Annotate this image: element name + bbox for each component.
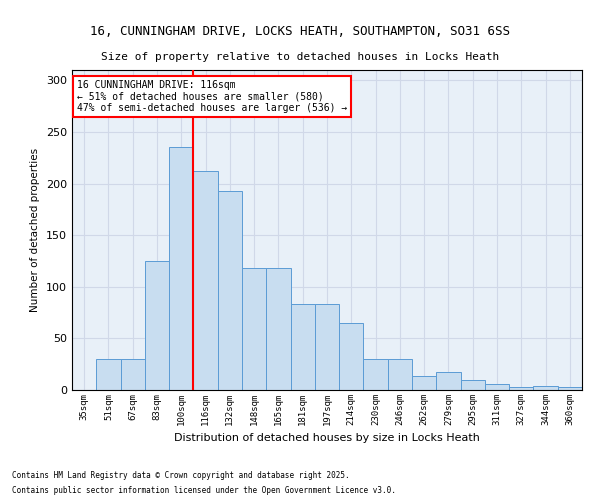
Bar <box>96 359 121 390</box>
Bar <box>364 359 388 390</box>
Bar <box>121 359 145 390</box>
Text: Contains public sector information licensed under the Open Government Licence v3: Contains public sector information licen… <box>12 486 396 495</box>
Bar <box>266 268 290 390</box>
Bar <box>388 359 412 390</box>
Text: Contains HM Land Registry data © Crown copyright and database right 2025.: Contains HM Land Registry data © Crown c… <box>12 471 350 480</box>
Bar <box>169 148 193 390</box>
Text: 16, CUNNINGHAM DRIVE, LOCKS HEATH, SOUTHAMPTON, SO31 6SS: 16, CUNNINGHAM DRIVE, LOCKS HEATH, SOUTH… <box>90 25 510 38</box>
Bar <box>485 384 509 390</box>
Bar <box>242 268 266 390</box>
Bar <box>461 380 485 390</box>
Bar <box>145 261 169 390</box>
Bar <box>412 376 436 390</box>
Bar <box>339 323 364 390</box>
Bar <box>533 386 558 390</box>
Bar <box>558 387 582 390</box>
Bar <box>193 171 218 390</box>
X-axis label: Distribution of detached houses by size in Locks Heath: Distribution of detached houses by size … <box>174 434 480 444</box>
Y-axis label: Number of detached properties: Number of detached properties <box>31 148 40 312</box>
Bar <box>290 304 315 390</box>
Bar <box>509 387 533 390</box>
Text: Size of property relative to detached houses in Locks Heath: Size of property relative to detached ho… <box>101 52 499 62</box>
Bar <box>218 191 242 390</box>
Text: 16 CUNNINGHAM DRIVE: 116sqm
← 51% of detached houses are smaller (580)
47% of se: 16 CUNNINGHAM DRIVE: 116sqm ← 51% of det… <box>77 80 347 113</box>
Bar <box>315 304 339 390</box>
Bar <box>436 372 461 390</box>
